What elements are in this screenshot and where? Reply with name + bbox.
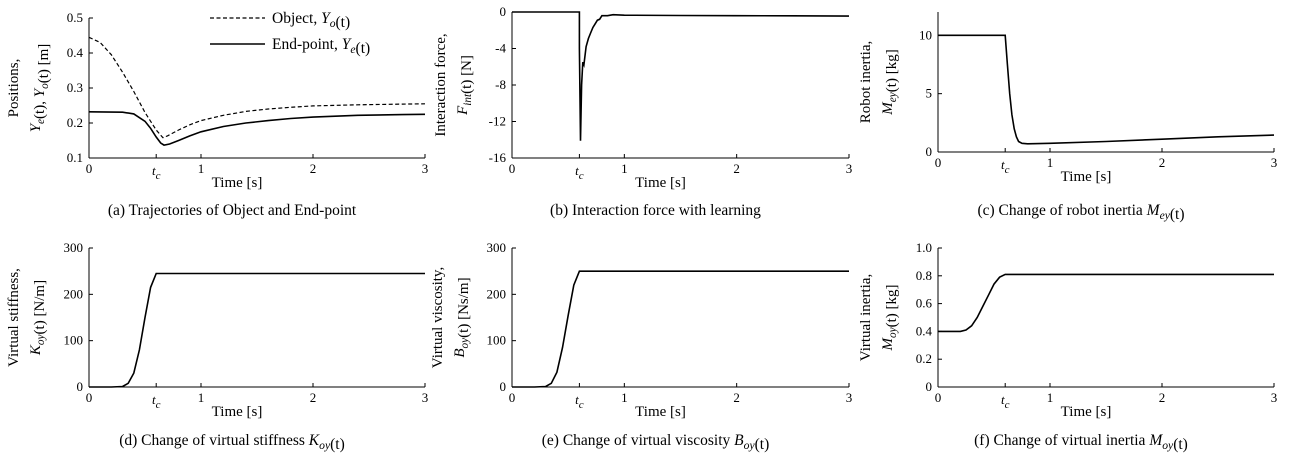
series-line-a-0 <box>88 36 426 139</box>
x-tick-label: 2 <box>733 390 740 405</box>
y-tick-label: 0.1 <box>67 150 83 165</box>
x-tick-label-tc: tc <box>575 392 584 411</box>
y-tick-label: -12 <box>489 114 506 129</box>
x-tick-label: 1 <box>198 390 205 405</box>
chart-panel-d: 0 tc 1 2 3 0 100 200 300 Time [s] Virtual stiffnes… <box>6 240 428 453</box>
x-tick-label: 3 <box>846 390 853 405</box>
y-tick-label: 10 <box>919 27 932 42</box>
x-axis-label: Time [s] <box>212 175 263 191</box>
x-tick-label: 2 <box>733 161 740 176</box>
panel-caption: (f) Change of virtual inertia Moy(t) <box>974 432 1188 453</box>
y-tick-label: 0.5 <box>67 10 83 25</box>
panel-caption: (d) Change of virtual stiffness Koy(t) <box>119 432 345 453</box>
y-axis-label: Virtual viscosity, <box>430 267 446 368</box>
x-tick-label: 1 <box>621 390 628 405</box>
panel-caption: (c) Change of robot inertia Mey(t) <box>977 202 1184 223</box>
y-tick-label: 200 <box>64 286 84 301</box>
y-tick-label: 0.6 <box>916 296 933 311</box>
y-tick-label: 0.4 <box>916 323 933 338</box>
y-axis-label: Boy(t) [Ns/m] <box>452 277 472 357</box>
panel-caption: (b) Interaction force with learning <box>550 202 761 219</box>
chart-panel-c: 0 tc 1 2 3 0 5 10 Time [s] Robot inertia, Mey(t) [… <box>858 12 1277 223</box>
y-axis-label: Mey(t) [kg] <box>880 49 900 115</box>
x-tick-label: 2 <box>310 161 317 176</box>
x-tick-label: 1 <box>198 161 205 176</box>
x-tick-label: 0 <box>86 390 93 405</box>
series-line-d-0 <box>89 272 425 388</box>
panel-caption: (e) Change of virtual viscosity Boy(t) <box>542 432 770 453</box>
y-tick-label: 0 <box>500 4 507 19</box>
y-tick-label: 0.2 <box>67 115 83 130</box>
legend-entry: Object, Yo(t) <box>272 10 350 31</box>
x-tick-label-tc: tc <box>152 163 161 182</box>
y-tick-label: 0.2 <box>916 351 932 366</box>
x-tick-label: 2 <box>1159 155 1166 170</box>
y-tick-label: 0.3 <box>67 80 83 95</box>
y-axis-label: Ye(t), Yo(t) [m] <box>28 44 52 133</box>
y-axis-label: Fint(t) [N] <box>455 55 475 116</box>
x-axis-label: Time [s] <box>635 175 686 191</box>
x-tick-label-tc: tc <box>152 392 161 411</box>
x-axis-label: Time [s] <box>1061 169 1112 185</box>
x-tick-label: 0 <box>86 161 93 176</box>
x-tick-label: 3 <box>422 390 429 405</box>
series-line-b-0 <box>512 11 850 141</box>
y-axis-label: Positions, <box>6 59 22 118</box>
y-tick-label: -8 <box>495 77 506 92</box>
y-tick-label: 5 <box>926 86 933 101</box>
y-tick-label: 0.8 <box>916 268 932 283</box>
y-tick-label: -16 <box>489 150 507 165</box>
y-tick-label: 300 <box>64 240 84 255</box>
x-tick-label: 3 <box>422 161 429 176</box>
x-tick-label: 0 <box>509 390 516 405</box>
x-tick-label: 3 <box>1271 390 1278 405</box>
y-tick-label: 0 <box>926 379 933 394</box>
y-tick-label: -4 <box>495 41 506 56</box>
x-tick-label: 1 <box>1047 390 1054 405</box>
x-tick-label: 1 <box>621 161 628 176</box>
series-line-a-1 <box>88 111 426 146</box>
x-axis-label: Time [s] <box>212 404 263 420</box>
y-axis-label: Moy(t) [kg] <box>880 284 900 351</box>
y-tick-label: 0 <box>926 144 933 159</box>
x-tick-label: 1 <box>1047 155 1054 170</box>
series-line-e-0 <box>512 270 849 388</box>
x-tick-label: 2 <box>1159 390 1166 405</box>
y-axis-label: Robot inertia, <box>858 41 874 124</box>
x-tick-label: 2 <box>310 390 317 405</box>
y-axis-label: Koy(t) [N/m] <box>28 280 48 356</box>
y-tick-label: 300 <box>487 240 507 255</box>
chart-panel-b: 0 tc 1 2 3 0 -4 -8 -12 -16 Time [s] Interaction for… <box>433 4 852 219</box>
series-line-f-0 <box>938 273 1274 333</box>
chart-panel-a: 0 tc 1 2 3 0.1 0.2 0.3 0.4 0.5 Time [s] Positions, Y… <box>6 10 428 219</box>
panel-caption: (a) Trajectories of Object and End-point <box>108 202 357 219</box>
x-tick-label-tc: tc <box>575 163 584 182</box>
y-tick-label: 1.0 <box>916 240 932 255</box>
y-axis-label: Virtual stiffness, <box>6 268 22 367</box>
x-axis-label: Time [s] <box>635 404 686 420</box>
x-tick-label: 0 <box>935 390 942 405</box>
series-line-c-0 <box>938 34 1275 145</box>
y-tick-label: 200 <box>487 286 507 301</box>
y-tick-label: 100 <box>64 333 84 348</box>
chart-panel-f: 0 tc 1 2 3 0 0.2 0.4 0.6 0.8 1.0 Time [s] Virtual in… <box>858 240 1277 453</box>
y-axis-label: Virtual inertia, <box>858 274 874 361</box>
x-axis-label: Time [s] <box>1061 404 1112 420</box>
chart-panel-e: 0 tc 1 2 3 0 100 200 300 Time [s] Virtual viscosit… <box>430 240 852 453</box>
x-tick-label: 3 <box>846 161 853 176</box>
x-tick-label: 0 <box>935 155 942 170</box>
x-tick-label-tc: tc <box>1001 157 1010 176</box>
legend-entry: End-point, Ye(t) <box>272 36 370 57</box>
y-tick-label: 0 <box>500 379 507 394</box>
x-tick-label: 0 <box>509 161 516 176</box>
y-tick-label: 100 <box>487 333 507 348</box>
x-tick-label-tc: tc <box>1001 392 1010 411</box>
y-tick-label: 0.4 <box>67 45 84 60</box>
y-axis-label: Interaction force, <box>433 33 449 136</box>
y-tick-label: 0 <box>77 379 84 394</box>
x-tick-label: 3 <box>1271 155 1278 170</box>
